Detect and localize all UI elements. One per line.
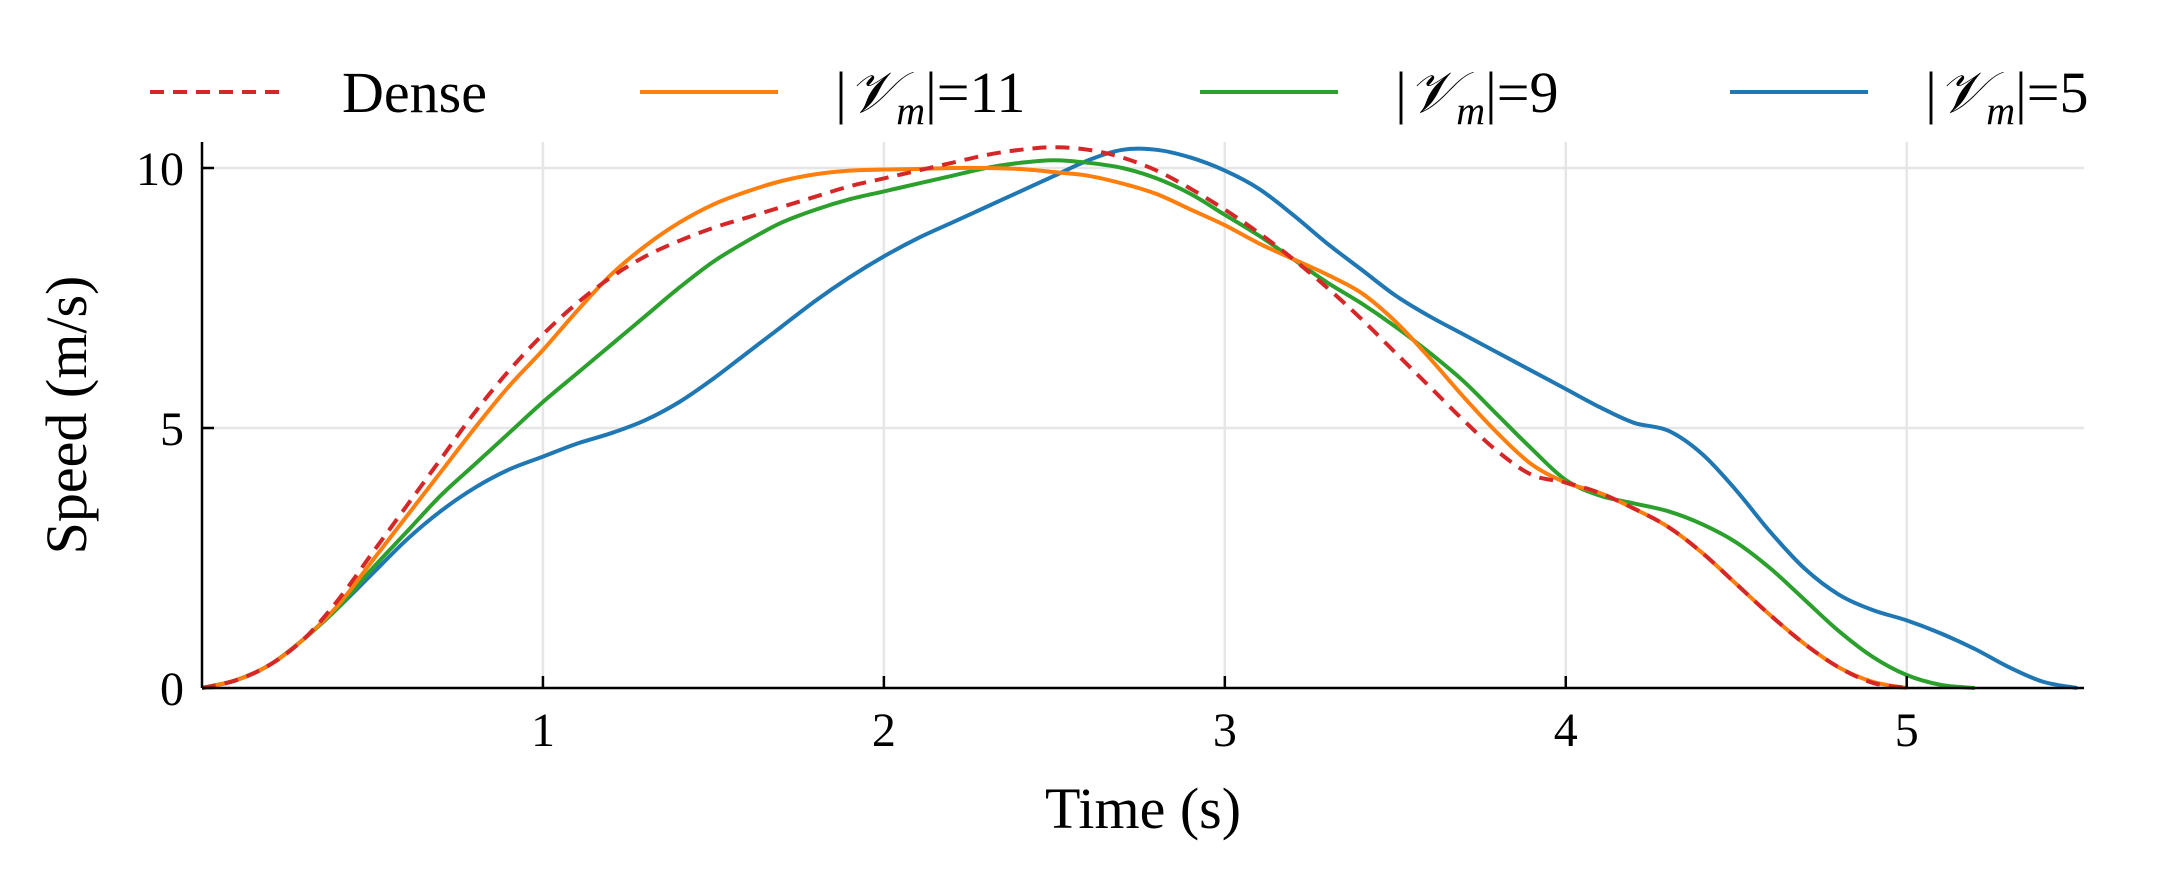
x-axis-title: Time (s) bbox=[1045, 776, 1241, 841]
y-axis-title: Speed (m/s) bbox=[34, 276, 99, 555]
legend-label-1: |𝒱m|=11 bbox=[832, 60, 1025, 133]
legend-label-value-3: |=5 bbox=[2015, 60, 2088, 125]
legend-label-subscript-2: m bbox=[1456, 88, 1485, 133]
legend-label-subscript-1: m bbox=[896, 88, 925, 133]
legend-label-3: |𝒱m|=5 bbox=[1922, 60, 2088, 133]
y-tick-label-1: 5 bbox=[160, 403, 184, 456]
x-tick-label-1: 2 bbox=[872, 704, 896, 757]
series-line-3 bbox=[201, 146, 2078, 690]
legend-label-0: Dense bbox=[342, 60, 487, 125]
legend: Dense |𝒱m|=11 |𝒱m|=9 |𝒱m|=5 bbox=[150, 60, 2088, 133]
series-line-2 bbox=[201, 158, 1976, 690]
x-tick-label-0: 1 bbox=[531, 704, 555, 757]
legend-label-value-2: |=9 bbox=[1485, 60, 1558, 125]
legend-label-value-1: |=11 bbox=[925, 60, 1025, 125]
legend-label-base-0: Dense bbox=[342, 60, 487, 125]
series-line-0 bbox=[201, 145, 1908, 690]
legend-label-subscript-3: m bbox=[1986, 88, 2015, 133]
axes bbox=[200, 142, 2084, 690]
legend-label-2: |𝒱m|=9 bbox=[1392, 60, 1558, 133]
y-tick-label-2: 10 bbox=[136, 143, 184, 196]
x-tick-label-2: 3 bbox=[1213, 704, 1237, 757]
series-lines bbox=[201, 145, 2078, 690]
x-tick-label-4: 5 bbox=[1895, 704, 1919, 757]
ticks: 1 2 3 4 5 0 5 10 bbox=[136, 143, 1919, 757]
series-line-1 bbox=[201, 165, 1908, 690]
y-tick-label-0: 0 bbox=[160, 663, 184, 716]
x-tick-label-3: 4 bbox=[1554, 704, 1578, 757]
